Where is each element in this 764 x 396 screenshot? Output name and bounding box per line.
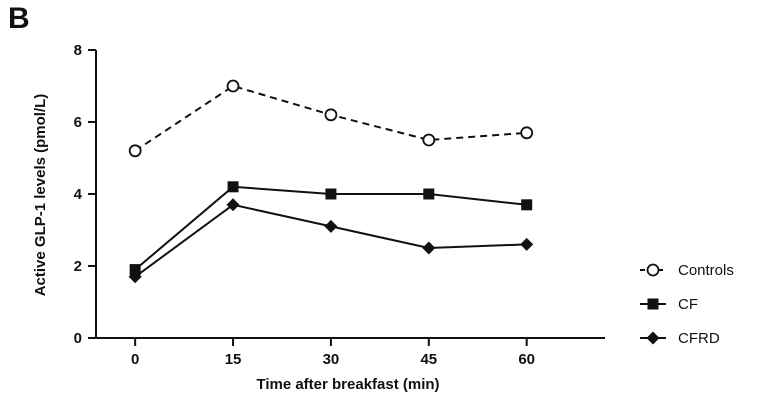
data-point-cf [521,199,533,211]
data-point-controls [520,126,534,140]
axes: 0 2 4 6 8 0 15 30 45 60 [74,42,605,368]
y-tick-label: 0 [74,330,82,347]
x-tick-label: 30 [323,351,340,368]
x-tick-label: 60 [518,351,535,368]
data-point-cfrd [520,237,534,251]
legend-label-controls: Controls [678,262,734,279]
legend-marker-cfrd [646,331,660,345]
x-tick-label: 45 [420,351,437,368]
y-tick-label: 8 [74,42,82,59]
data-point-cf [423,188,435,200]
data-point-cf [325,188,337,200]
legend: Controls CF CFRD [640,262,734,347]
data-point-controls [324,108,338,122]
y-tick-label: 4 [74,186,83,203]
panel-letter: B [8,2,30,35]
legend-marker-controls [646,263,660,277]
y-axis-title: Active GLP-1 levels (pmol/L) [32,94,49,297]
data-point-controls [226,79,240,93]
data-point-cfrd [324,219,338,233]
data-point-cfrd [226,198,240,212]
y-tick-label: 6 [74,114,82,131]
data-point-controls [128,144,142,158]
data-point-cfrd [422,241,436,255]
x-axis-title: Time after breakfast (min) [256,376,439,393]
series-line-cfrd [134,203,527,278]
data-point-controls [422,133,436,147]
data-point-cf [227,181,239,193]
legend-label-cfrd: CFRD [678,330,720,347]
series-layer [128,79,534,284]
legend-label-cf: CF [678,296,698,313]
y-tick-label: 2 [74,258,82,275]
x-tick-label: 15 [225,351,242,368]
data-point-cf [129,264,141,276]
data-point-cfrd [128,270,142,284]
x-tick-label: 0 [131,351,139,368]
legend-marker-cf [647,298,659,310]
